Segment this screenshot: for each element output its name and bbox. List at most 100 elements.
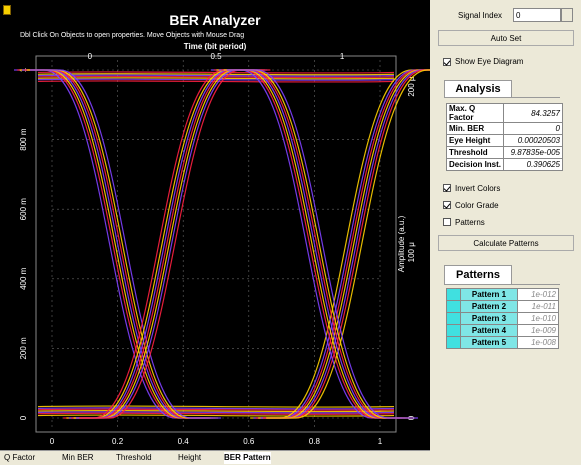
- x-tick-label: 0.6: [243, 437, 255, 446]
- auto-set-button[interactable]: Auto Set: [438, 30, 574, 46]
- pattern-label: Pattern 3: [460, 312, 518, 325]
- analysis-value: 0.390625: [503, 158, 563, 171]
- eye-trace: [214, 69, 406, 419]
- patterns-checkbox[interactable]: [443, 218, 451, 226]
- eye-trace: [30, 69, 222, 419]
- top-tick-label: 1: [340, 52, 345, 61]
- analysis-label: Max. Q Factor: [446, 103, 504, 123]
- x-tick-label: 0: [50, 437, 55, 446]
- top-tick-label: 0: [88, 52, 93, 61]
- invert-colors-checkbox[interactable]: [443, 184, 451, 192]
- plot-title: BER Analyzer: [169, 12, 261, 28]
- pattern-row[interactable]: Pattern 3 1e-010: [446, 312, 559, 325]
- eye-trace: [266, 69, 430, 419]
- tab-ber-pattern[interactable]: BER Pattern: [224, 452, 271, 464]
- pattern-row[interactable]: Pattern 4 1e-009: [446, 324, 559, 337]
- eye-trace: [24, 69, 216, 419]
- analysis-divider: [444, 97, 560, 98]
- eye-trace: [14, 69, 206, 419]
- eye-trace: [216, 69, 408, 419]
- eye-trace: [26, 69, 218, 419]
- pattern-row[interactable]: Pattern 2 1e-011: [446, 300, 559, 313]
- eye-trace: [221, 69, 413, 419]
- patterns-divider: [444, 284, 560, 285]
- pattern-swatch: [446, 324, 461, 337]
- x-tick-label: 0.2: [112, 437, 124, 446]
- eye-trace: [37, 411, 395, 414]
- tab-min-ber[interactable]: Min BER: [62, 453, 94, 462]
- analysis-row: Min. BER 0: [446, 122, 563, 135]
- analysis-value: 0: [503, 122, 563, 135]
- eye-trace: [68, 69, 260, 419]
- eye-trace: [22, 69, 214, 419]
- tab-q-factor[interactable]: Q Factor: [4, 453, 36, 462]
- pattern-swatch: [446, 300, 461, 313]
- pattern-swatch: [446, 336, 461, 349]
- analysis-header: Analysis: [444, 80, 512, 98]
- eye-trace: [253, 69, 430, 419]
- tab-threshold[interactable]: Threshold: [116, 453, 152, 462]
- right-tick-label: 200 μ: [407, 76, 416, 97]
- y-tick-label: 800 m: [19, 128, 28, 151]
- eye-trace: [223, 69, 415, 419]
- pattern-value: 1e-008: [517, 336, 559, 349]
- pattern-swatch: [446, 288, 461, 301]
- x-tick-label: 1: [378, 437, 383, 446]
- eye-trace: [17, 69, 209, 419]
- tab-height[interactable]: Height: [178, 453, 202, 462]
- patterns-checkbox-label: Patterns: [455, 218, 485, 227]
- x-tick-label: 0.4: [178, 437, 190, 446]
- analysis-value: 0.00020503: [503, 134, 563, 147]
- analysis-label: Threshold: [446, 146, 504, 159]
- eye-trace: [79, 69, 271, 419]
- eye-trace: [19, 69, 211, 419]
- signal-index-input[interactable]: 0: [513, 8, 561, 22]
- pattern-value: 1e-011: [517, 300, 559, 313]
- pattern-row[interactable]: Pattern 5 1e-008: [446, 336, 559, 349]
- eye-trace: [226, 69, 418, 419]
- show-eye-checkbox[interactable]: [443, 58, 451, 66]
- pattern-row[interactable]: Pattern 1 1e-012: [446, 288, 559, 301]
- eye-trace: [37, 408, 395, 411]
- y-tick-label: 0: [19, 415, 28, 420]
- y-tick-label: 400 m: [19, 267, 28, 290]
- eye-trace: [218, 69, 410, 419]
- eye-trace: [66, 69, 258, 419]
- eye-trace: [262, 69, 430, 419]
- analysis-row: Decision Inst. 0.390625: [446, 158, 563, 171]
- patterns-header: Patterns: [444, 265, 512, 285]
- plot-hint: Dbl Click On Objects to open properties.…: [20, 32, 245, 39]
- pattern-label: Pattern 4: [460, 324, 518, 337]
- analysis-row: Threshold 9.87835e-005: [446, 146, 563, 159]
- analysis-value: 84.3257: [503, 103, 563, 123]
- analysis-row: Max. Q Factor 84.3257: [446, 103, 563, 123]
- analysis-label: Eye Height: [446, 134, 504, 147]
- eye-trace: [37, 74, 395, 77]
- top-axis-title: Time (bit period): [183, 42, 247, 51]
- eye-trace: [76, 69, 268, 419]
- eye-trace: [71, 69, 263, 419]
- eye-trace: [37, 414, 395, 417]
- properties-panel: Signal Index 0 Auto Set Show Eye Diagram…: [430, 0, 581, 464]
- signal-index-label: Signal Index: [458, 11, 503, 20]
- signal-index-spinner[interactable]: [561, 8, 573, 22]
- eye-chart[interactable]: 0 0.2 0.4 0.6 0.8 1 0 200 m 400 m 600 m 800 m 1 0 0.5…: [0, 0, 430, 450]
- pattern-label: Pattern 5: [460, 336, 518, 349]
- pattern-value: 1e-012: [517, 288, 559, 301]
- x-tick-label: 0.8: [309, 437, 321, 446]
- eye-trace: [255, 69, 430, 419]
- right-tick-label: 100 μ: [407, 242, 416, 263]
- calculate-patterns-button[interactable]: Calculate Patterns: [438, 235, 574, 251]
- pattern-label: Pattern 2: [460, 300, 518, 313]
- analysis-label: Decision Inst.: [446, 158, 504, 171]
- analysis-table: Max. Q Factor 84.3257 Min. BER 0 Eye Height 0…: [446, 103, 563, 171]
- y-tick-label: 600 m: [19, 198, 28, 221]
- color-grade-checkbox[interactable]: [443, 201, 451, 209]
- eye-trace: [210, 69, 402, 419]
- pattern-value: 1e-009: [517, 324, 559, 337]
- pattern-label: Pattern 1: [460, 288, 518, 301]
- eye-trace: [63, 69, 255, 419]
- show-eye-label: Show Eye Diagram: [455, 57, 524, 66]
- eye-diagram-plot[interactable]: BER Analyzer Dbl Click On Objects to ope…: [0, 0, 430, 450]
